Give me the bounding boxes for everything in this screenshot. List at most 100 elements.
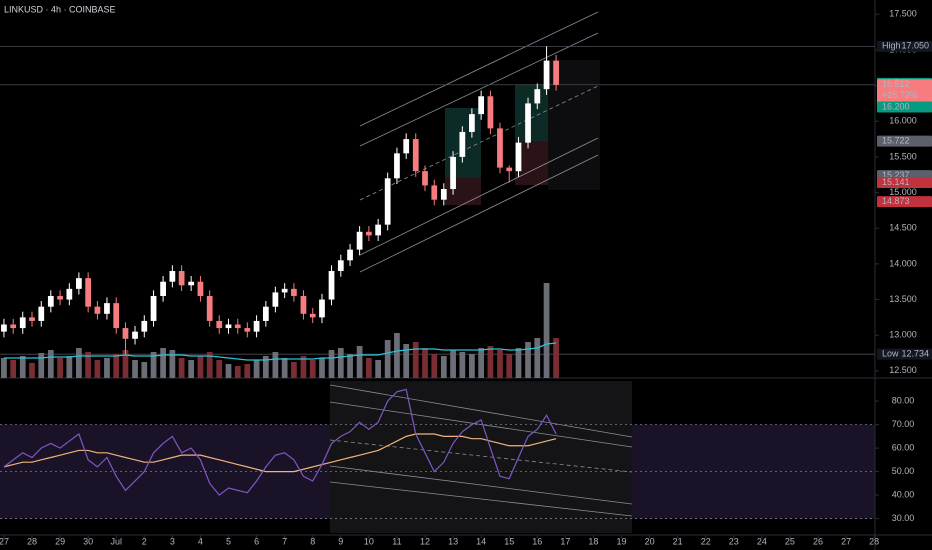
- candle-body: [113, 303, 120, 329]
- volume-ma: [3, 342, 557, 361]
- price-tag: [877, 101, 932, 113]
- volume-bar: [262, 356, 269, 378]
- candle-body: [281, 288, 288, 293]
- candle-body: [384, 178, 391, 225]
- volume-bar: [244, 364, 251, 378]
- volume-bar: [347, 354, 353, 378]
- volume-bar: [300, 356, 307, 378]
- candle-body: [197, 281, 204, 296]
- x-tick-label: 16: [532, 536, 542, 546]
- y-tick-label: 14.000: [889, 258, 917, 268]
- candle-body: [178, 271, 185, 286]
- volume-bar: [543, 283, 550, 378]
- volume-bar: [356, 346, 363, 378]
- price-tag: [877, 135, 932, 147]
- channel-mid: [329, 439, 633, 473]
- channel-line: [329, 384, 633, 438]
- x-tick-label: 3: [170, 536, 175, 546]
- volume-bar: [422, 348, 428, 378]
- volume-bar: [150, 352, 157, 378]
- candle-body: [356, 231, 363, 250]
- x-tick-label: 24: [757, 536, 767, 546]
- candle-body: [403, 139, 410, 154]
- x-tick-label: 27: [0, 536, 9, 546]
- x-tick-label: Jul: [110, 536, 122, 546]
- candle-body: [47, 295, 54, 307]
- volume-bar: [178, 358, 185, 378]
- x-tick-label: 8: [310, 536, 315, 546]
- channel-line: [329, 465, 633, 505]
- volume-bar: [197, 356, 204, 378]
- volume-bar: [141, 362, 148, 378]
- channel-mid: [359, 85, 599, 201]
- x-tick-label: 29: [55, 536, 65, 546]
- candle-body: [506, 167, 513, 172]
- volume-bar: [57, 358, 63, 378]
- candle-body: [337, 260, 344, 272]
- candle-body: [469, 114, 475, 132]
- volume-bar: [225, 364, 232, 378]
- candle-body: [450, 156, 456, 189]
- x-tick-label: 7: [282, 536, 287, 546]
- candle-body: [253, 320, 260, 332]
- price-tag-name: Low: [882, 349, 899, 359]
- x-tick-label: 11: [392, 536, 401, 546]
- candle-body: [1, 324, 7, 332]
- volume-bar: [309, 360, 316, 378]
- candle-body: [150, 295, 157, 321]
- candle-body: [553, 60, 559, 85]
- candle-body: [132, 331, 138, 339]
- drawing-area: [330, 381, 632, 533]
- candle-body: [515, 142, 522, 172]
- volume-bar: [497, 350, 503, 378]
- candle-body: [543, 60, 550, 90]
- volume-bar: [234, 366, 241, 378]
- volume-bar: [94, 360, 101, 378]
- candle-body: [365, 231, 372, 236]
- x-tick-label: 30: [83, 536, 93, 546]
- candle-body: [525, 103, 531, 143]
- volume-bar: [281, 358, 288, 378]
- volume-bar: [19, 356, 26, 378]
- candle-body: [160, 281, 166, 296]
- candle-body: [104, 303, 110, 314]
- price-channel: [359, 11, 599, 273]
- candle-body: [38, 306, 45, 321]
- price-tag-label: 17.050: [901, 41, 929, 51]
- candle-body: [244, 328, 251, 332]
- volume-bar: [525, 342, 531, 378]
- candle-body: [206, 295, 213, 321]
- candle-body: [188, 281, 195, 286]
- y-tick-label: 16.000: [889, 116, 917, 126]
- rsi-tick-label: 80.00: [892, 396, 915, 406]
- candle-body: [76, 278, 82, 289]
- candle-body: [57, 295, 63, 300]
- volume-bar: [188, 360, 195, 378]
- candle-body: [122, 328, 129, 339]
- price-tag: [877, 196, 932, 208]
- y-tick-label: 13.500: [889, 294, 917, 304]
- y-tick-label: 15.500: [889, 151, 917, 161]
- candle-body: [478, 96, 485, 115]
- candle-body: [431, 185, 438, 200]
- channel-line: [359, 154, 599, 273]
- volume-bar: [206, 352, 213, 378]
- volume-bar: [160, 348, 166, 378]
- price-tag-label: 12.734: [901, 349, 929, 359]
- chart-title: LINKUSD · 4h · COINBASE: [4, 4, 116, 14]
- candle-body: [234, 324, 241, 329]
- rsi-tick-label: 30.00: [892, 513, 915, 523]
- rsi-ma: [3, 433, 557, 473]
- volume-bar: [394, 333, 400, 378]
- volume-bar: [1, 358, 7, 378]
- candle-body: [459, 131, 466, 157]
- candle-body: [328, 271, 335, 300]
- x-tick-label: 19: [617, 536, 627, 546]
- price-change: +25.72%: [882, 90, 918, 100]
- volume-bar: [515, 348, 522, 378]
- volume-bar: [319, 358, 325, 378]
- volume-bar: [365, 358, 372, 378]
- x-tick-label: 20: [645, 536, 655, 546]
- candle-body: [19, 317, 26, 329]
- x-tick-label: 26: [813, 536, 823, 546]
